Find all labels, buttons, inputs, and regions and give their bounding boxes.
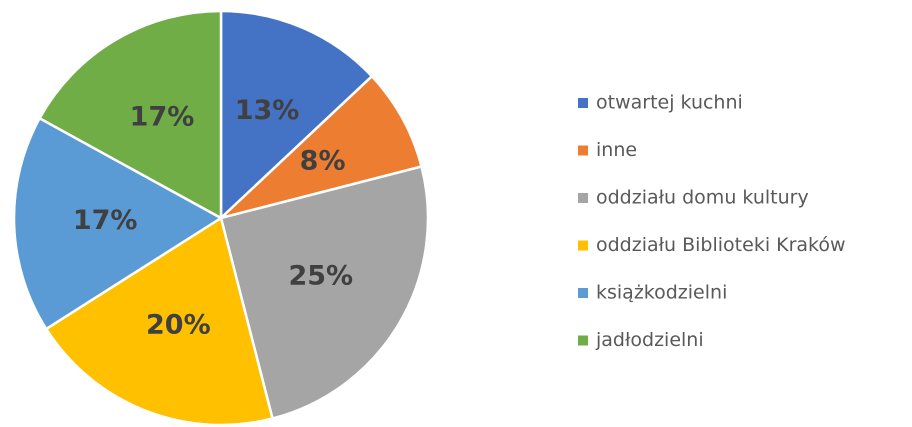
legend-label: otwartej kuchni (596, 92, 743, 114)
legend-marker (578, 145, 588, 156)
pie-slice (44, 216, 275, 427)
pie-slice (220, 74, 424, 220)
legend-marker (578, 288, 588, 298)
legend-marker (578, 335, 588, 346)
data-label: 8% (300, 146, 346, 177)
legend-marker (578, 193, 588, 203)
legend-label: oddziału domu kultury (596, 187, 809, 209)
pie-slice (219, 9, 374, 221)
data-label: 17% (73, 205, 138, 236)
data-label: 25% (288, 261, 353, 292)
legend-label: książkodzielni (596, 282, 727, 304)
legend-marker (578, 98, 588, 108)
legend-label: inne (596, 139, 637, 161)
legend-label: oddziału Biblioteki Kraków (596, 234, 846, 256)
data-label: 13% (235, 95, 300, 126)
pie-slice (12, 116, 224, 331)
data-label: 20% (146, 309, 211, 340)
pie-slice (37, 9, 223, 221)
data-label: 17% (130, 102, 195, 133)
pie-slice (219, 164, 430, 421)
legend-label: jadłodzielni (595, 329, 704, 351)
legend-marker (578, 240, 588, 251)
